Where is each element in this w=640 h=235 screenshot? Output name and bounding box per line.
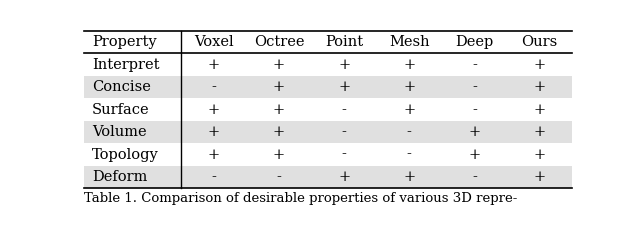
Bar <box>84 98 572 121</box>
Text: Voxel: Voxel <box>194 35 234 49</box>
Text: Octree: Octree <box>254 35 304 49</box>
Text: +: + <box>208 125 220 139</box>
Text: +: + <box>533 80 545 94</box>
Text: -: - <box>407 125 412 139</box>
Text: -: - <box>472 58 477 72</box>
Text: -: - <box>211 80 216 94</box>
Bar <box>84 121 572 143</box>
Text: +: + <box>338 170 350 184</box>
Text: Ours: Ours <box>522 35 557 49</box>
Text: +: + <box>533 148 545 162</box>
Text: +: + <box>533 125 545 139</box>
Text: -: - <box>342 125 347 139</box>
Bar <box>84 143 572 166</box>
Bar <box>84 53 572 76</box>
Text: +: + <box>533 58 545 72</box>
Bar <box>84 76 572 98</box>
Text: +: + <box>533 170 545 184</box>
Text: +: + <box>273 80 285 94</box>
Text: +: + <box>533 103 545 117</box>
Text: Interpret: Interpret <box>92 58 159 72</box>
Text: Topology: Topology <box>92 148 159 162</box>
Text: -: - <box>472 103 477 117</box>
Text: Mesh: Mesh <box>389 35 429 49</box>
Text: Surface: Surface <box>92 103 149 117</box>
Text: -: - <box>211 170 216 184</box>
Text: +: + <box>403 170 415 184</box>
Text: +: + <box>468 125 481 139</box>
Text: Table 1. Comparison of desirable properties of various 3D repre-: Table 1. Comparison of desirable propert… <box>84 192 517 205</box>
Text: -: - <box>342 148 347 162</box>
Text: +: + <box>273 58 285 72</box>
Text: Deform: Deform <box>92 170 147 184</box>
Text: +: + <box>338 80 350 94</box>
Text: -: - <box>342 103 347 117</box>
Text: +: + <box>273 148 285 162</box>
Text: +: + <box>208 58 220 72</box>
Text: +: + <box>338 58 350 72</box>
Text: +: + <box>208 103 220 117</box>
Text: Property: Property <box>92 35 156 49</box>
Text: +: + <box>403 103 415 117</box>
Text: +: + <box>273 103 285 117</box>
Text: +: + <box>273 125 285 139</box>
Text: +: + <box>468 148 481 162</box>
Text: -: - <box>407 148 412 162</box>
Text: Point: Point <box>325 35 364 49</box>
Bar <box>84 166 572 188</box>
Text: Concise: Concise <box>92 80 150 94</box>
Text: Deep: Deep <box>455 35 493 49</box>
Text: +: + <box>208 148 220 162</box>
Text: -: - <box>276 170 282 184</box>
Text: +: + <box>403 58 415 72</box>
Text: -: - <box>472 80 477 94</box>
Text: +: + <box>403 80 415 94</box>
Bar <box>84 31 572 53</box>
Text: -: - <box>472 170 477 184</box>
Text: Volume: Volume <box>92 125 147 139</box>
